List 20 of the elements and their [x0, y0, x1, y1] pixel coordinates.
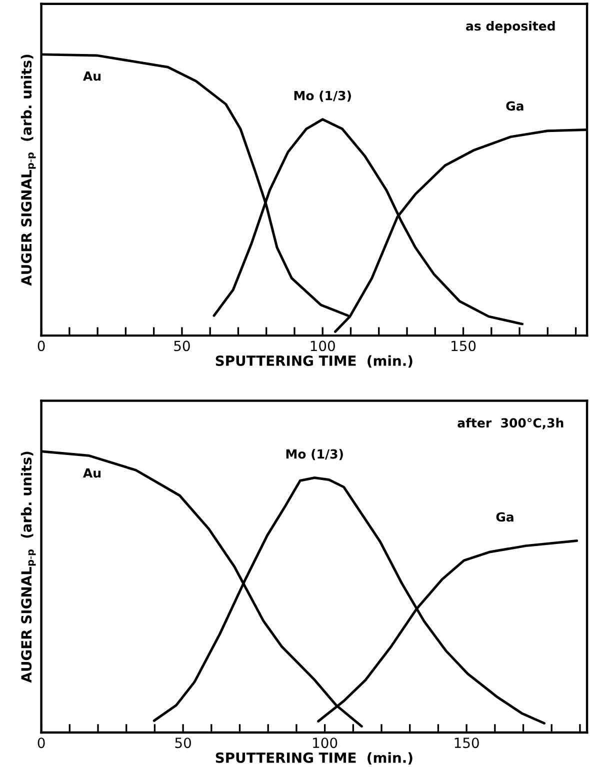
series-label: Ga [506, 101, 524, 111]
text: AUGER SIGNAL$_{p-p}$ (arb. units) [20, 452, 36, 683]
x-tick-label: 50 [175, 738, 191, 748]
x-tick-label: 150 [452, 340, 476, 352]
text: AUGER SIGNAL$_{p-p}$ (arb. units) [20, 54, 36, 286]
text: as deposited [466, 21, 555, 34]
x-tick-label: 50 [174, 340, 190, 352]
x-tick-label: 0 [38, 738, 45, 748]
text: Ga [496, 512, 514, 522]
series-label: Au [83, 468, 100, 478]
x-tick-label: 100 [310, 340, 335, 352]
x-tick-label: 0 [38, 340, 45, 352]
series-label: Mo (1/3) [286, 449, 343, 460]
x-axis-title: SPUTTERING TIME (min.) [216, 355, 412, 368]
x-tick-label: 100 [313, 738, 338, 748]
series-label: Mo (1/3) [294, 90, 351, 102]
x-tick-label: 150 [454, 738, 479, 748]
text: after 300°C,3h [458, 418, 564, 430]
x-axis-title: SPUTTERING TIME (min.) [216, 752, 412, 765]
series-label: Au [83, 71, 100, 81]
